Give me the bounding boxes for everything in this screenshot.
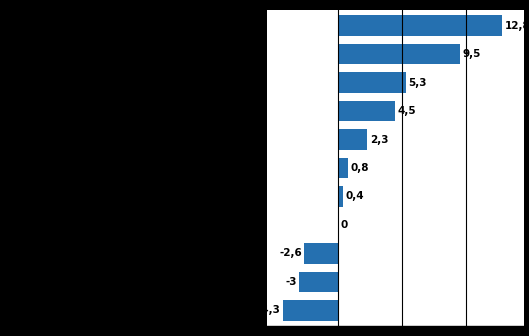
Text: -2,6: -2,6 — [279, 248, 302, 258]
Bar — [338, 15, 502, 36]
Text: 0: 0 — [340, 220, 348, 230]
Text: 12,8: 12,8 — [505, 21, 529, 31]
Text: 9,5: 9,5 — [462, 49, 480, 59]
Bar — [299, 271, 338, 292]
Text: 5,3: 5,3 — [408, 78, 427, 88]
Bar — [338, 72, 406, 93]
Bar — [338, 44, 460, 65]
Text: 0,4: 0,4 — [345, 192, 364, 202]
Text: 0,8: 0,8 — [351, 163, 369, 173]
Text: 4,5: 4,5 — [398, 106, 417, 116]
Bar — [338, 101, 396, 121]
Bar — [338, 186, 343, 207]
Bar — [304, 243, 338, 264]
Text: 2,3: 2,3 — [370, 134, 388, 144]
Bar — [282, 300, 338, 321]
Text: -4,3: -4,3 — [257, 305, 280, 315]
Bar — [338, 129, 367, 150]
Bar — [338, 158, 348, 178]
Text: -3: -3 — [285, 277, 297, 287]
